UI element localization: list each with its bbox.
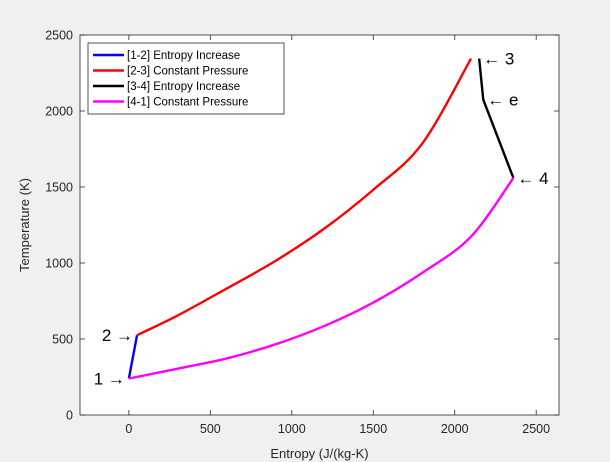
y-tick-label: 2000	[45, 105, 73, 119]
legend-label: [3-4] Entropy Increase	[127, 81, 240, 93]
series-line-2	[136, 57, 473, 337]
x-tick-label: 1000	[278, 422, 306, 436]
series-line-3	[477, 58, 515, 179]
plot-border	[79, 34, 560, 416]
x-tick-label: 2000	[441, 422, 469, 436]
x-tick-label: 500	[200, 422, 221, 436]
y-tick-label: 2500	[45, 29, 73, 43]
annotation-1: 1 →	[94, 370, 125, 389]
x-tick-label: 0	[125, 422, 132, 436]
plot-lines	[127, 57, 515, 380]
legend-label: [4-1] Constant Pressure	[127, 97, 248, 109]
y-tick-label: 500	[52, 333, 73, 347]
annotation-2: 2 →	[102, 326, 133, 345]
legend-label: [2-3] Constant Pressure	[127, 66, 248, 78]
annotation-e: ← e	[487, 91, 518, 110]
x-axis-label: Entropy (J/(kg-K)	[270, 446, 368, 461]
y-tick-label: 0	[66, 409, 73, 423]
point-annotations: 1 → 2 → ← 3 ← e ← 4	[94, 50, 549, 389]
x-tick-label: 1500	[359, 422, 387, 436]
y-axis-label: Temperature (K)	[17, 178, 32, 272]
annotation-3: ← 3	[483, 50, 514, 69]
series-line-4	[128, 177, 515, 380]
series-line-1	[127, 334, 139, 379]
y-tick-label: 1000	[45, 257, 73, 271]
legend-label: [1-2] Entropy Increase	[127, 50, 240, 62]
y-tick-label: 1500	[45, 181, 73, 195]
annotation-4: ← 4	[517, 169, 548, 188]
axis-ticks: 0 500 1000 1500 2000 2500 0 500 1000 1500 2000 2500	[45, 29, 559, 436]
x-tick-label: 2500	[522, 422, 550, 436]
legend: [1-2] Entropy Increase [2-3] Constant Pre…	[87, 42, 285, 115]
